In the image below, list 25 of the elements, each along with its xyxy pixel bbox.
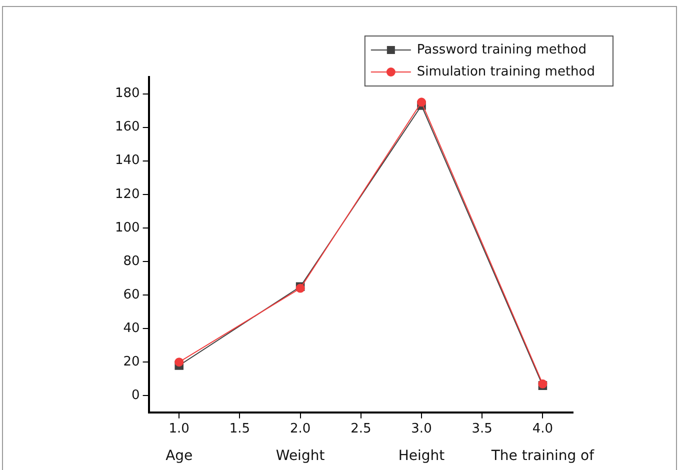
x-tick-label: 1.0: [168, 422, 190, 437]
x-tick-label: 2.0: [290, 422, 311, 437]
y-tick-label: 20: [123, 354, 140, 370]
text: The training of: [490, 448, 596, 464]
legend-label: Password training method: [416, 42, 586, 58]
y-tick-label: 60: [123, 287, 140, 302]
x-tick-label: 3.5: [472, 422, 492, 437]
y-tick-label: 120: [114, 186, 140, 202]
point: [417, 98, 426, 107]
x-tick-label: 1.5: [229, 422, 250, 437]
y-tick-label: 180: [114, 86, 140, 102]
y-tick-label: 0: [132, 388, 140, 404]
y-tick-label: 80: [123, 254, 140, 269]
text: Height: [398, 448, 446, 464]
text: Weight: [276, 448, 326, 464]
text: Age: [166, 448, 193, 464]
y-tick-label: 40: [123, 320, 140, 336]
x-tick-label: 3.0: [411, 422, 432, 437]
x-tick-label: 2.5: [350, 422, 372, 437]
y-tick-label: 160: [114, 120, 140, 135]
y-tick-label: 100: [114, 220, 140, 236]
x-tick-label: 4.0: [532, 422, 554, 437]
point: [174, 358, 184, 367]
y-tick-label: 140: [114, 153, 140, 168]
legend-label: Simulation training method: [416, 64, 595, 80]
